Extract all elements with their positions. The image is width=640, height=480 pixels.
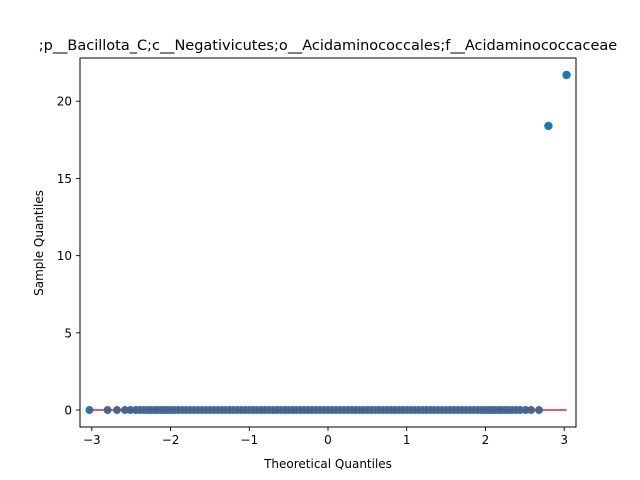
y-axis-ticks: 0 5 10 15 20 [57, 95, 80, 418]
x-axis-label: Theoretical Quantiles [263, 457, 392, 471]
axes-frame [79, 57, 577, 428]
y-tick-label-0: 0 [64, 404, 72, 418]
x-tick-label--1: −1 [240, 433, 258, 447]
x-tick-label--2: −2 [162, 433, 180, 447]
y-tick-label-15: 15 [57, 172, 72, 186]
y-tick-label-20: 20 [57, 95, 72, 109]
y-axis-label: Sample Quantiles [32, 190, 46, 296]
y-tick-label-5: 5 [64, 326, 72, 340]
x-tick-label-1: 1 [403, 433, 411, 447]
outlier-point-0 [544, 121, 553, 131]
x-tick-label-2: 2 [482, 433, 490, 447]
outlier-point-1 [562, 70, 571, 80]
x-axis-ticks: −3 −2 −1 0 1 2 3 [83, 427, 568, 447]
data-points [85, 70, 571, 415]
chart-title: ;p__Bacillota_C;c__Negativicutes;o__Acid… [39, 38, 617, 54]
x-tick-label-3: 3 [560, 433, 568, 447]
x-tick-label-0: 0 [324, 433, 332, 447]
y-tick-label-10: 10 [57, 249, 72, 263]
x-tick-label--3: −3 [83, 433, 101, 447]
